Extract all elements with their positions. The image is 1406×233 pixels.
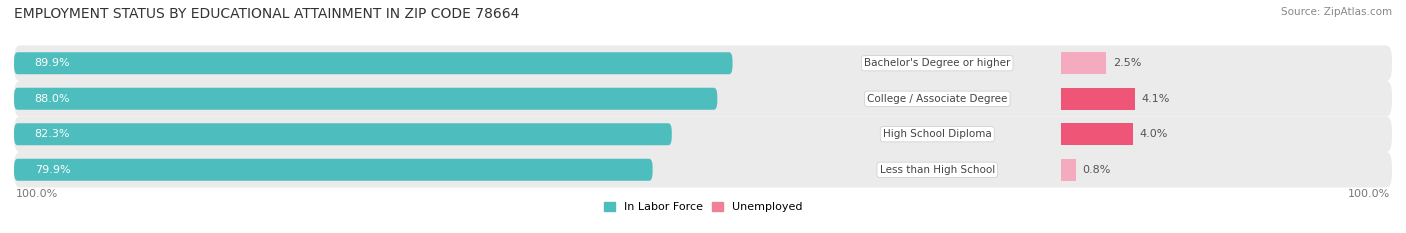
Text: 89.9%: 89.9%: [35, 58, 70, 68]
Text: 82.3%: 82.3%: [35, 129, 70, 139]
Text: 4.1%: 4.1%: [1142, 94, 1170, 104]
FancyBboxPatch shape: [14, 152, 1392, 188]
Text: 79.9%: 79.9%: [35, 165, 70, 175]
FancyBboxPatch shape: [14, 159, 652, 181]
Bar: [1062, 88, 1135, 110]
Text: Less than High School: Less than High School: [880, 165, 995, 175]
FancyBboxPatch shape: [14, 123, 672, 145]
Bar: [1062, 123, 1133, 145]
FancyBboxPatch shape: [14, 45, 1392, 81]
Text: 4.0%: 4.0%: [1140, 129, 1168, 139]
Legend: In Labor Force, Unemployed: In Labor Force, Unemployed: [603, 202, 803, 212]
Text: High School Diploma: High School Diploma: [883, 129, 991, 139]
Text: Bachelor's Degree or higher: Bachelor's Degree or higher: [865, 58, 1011, 68]
Text: 100.0%: 100.0%: [15, 189, 58, 199]
Bar: [1062, 52, 1107, 74]
Text: College / Associate Degree: College / Associate Degree: [868, 94, 1008, 104]
Text: Source: ZipAtlas.com: Source: ZipAtlas.com: [1281, 7, 1392, 17]
Text: EMPLOYMENT STATUS BY EDUCATIONAL ATTAINMENT IN ZIP CODE 78664: EMPLOYMENT STATUS BY EDUCATIONAL ATTAINM…: [14, 7, 519, 21]
FancyBboxPatch shape: [14, 116, 1392, 152]
Text: 0.8%: 0.8%: [1083, 165, 1111, 175]
Text: 2.5%: 2.5%: [1114, 58, 1142, 68]
Bar: [1062, 159, 1076, 181]
FancyBboxPatch shape: [14, 88, 717, 110]
FancyBboxPatch shape: [14, 81, 1392, 116]
Text: 100.0%: 100.0%: [1348, 189, 1391, 199]
FancyBboxPatch shape: [14, 52, 733, 74]
Text: 88.0%: 88.0%: [35, 94, 70, 104]
